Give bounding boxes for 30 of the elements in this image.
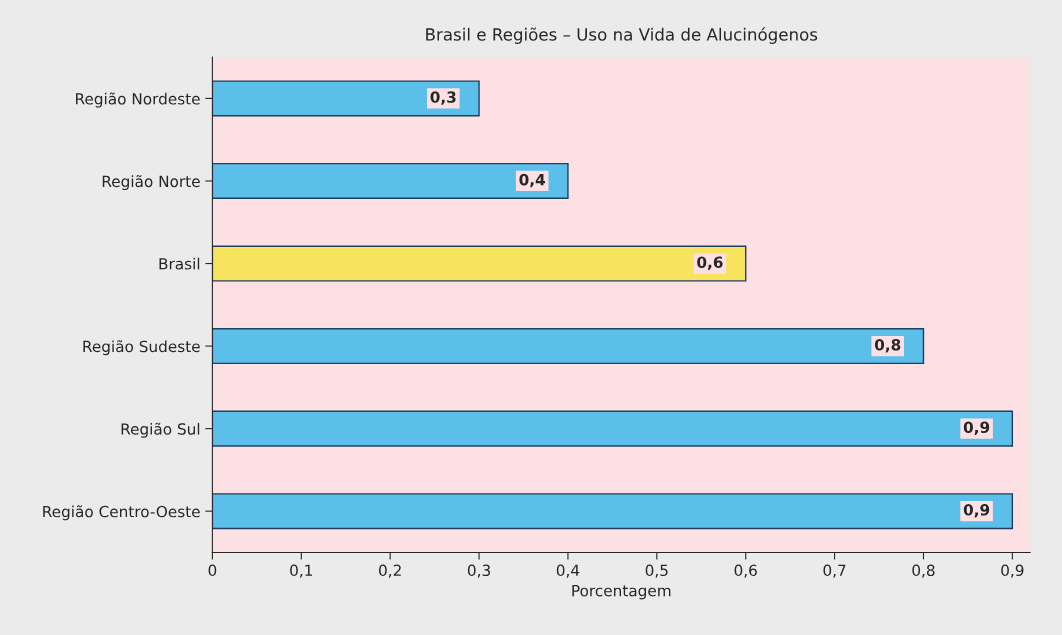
data-label: 0,9 (963, 504, 990, 518)
y-tick-label: Região Nordeste (76, 92, 200, 108)
x-tick-label: 0,1 (290, 564, 313, 578)
x-tick-label: 0,7 (823, 564, 846, 578)
data-label: 0,3 (430, 91, 456, 105)
bar (212, 328, 925, 365)
data-label: 0,4 (519, 173, 546, 188)
bar (212, 245, 747, 282)
y-tick-label: Região Sul (121, 422, 200, 438)
x-axis-title: Porcentagem (572, 585, 671, 600)
y-tick-label: Região Norte (102, 175, 200, 191)
y-tick-label: Região Centro-Oeste (43, 505, 200, 521)
bar (212, 493, 1014, 530)
x-tick-label: 0,8 (912, 564, 935, 578)
x-tick-label: 0,4 (556, 564, 580, 578)
y-tick-label: Brasil (159, 257, 200, 270)
bar (212, 80, 480, 117)
x-tick-label: 0,9 (1001, 564, 1024, 578)
bar (212, 162, 569, 200)
bar (212, 410, 1014, 447)
data-label: 0,9 (963, 421, 990, 436)
chart-title: Brasil e Regiões – Uso na Vida de Alucinógenos (426, 27, 818, 44)
y-tick-label: Região Sudeste (83, 340, 200, 356)
x-tick-label: 0,3 (467, 564, 490, 578)
data-label: 0,8 (874, 338, 901, 353)
data-label: 0,6 (697, 256, 723, 270)
x-tick-label: 0,6 (734, 564, 757, 578)
x-tick-label: 0,2 (379, 564, 401, 578)
x-tick-label: 0,5 (645, 564, 668, 578)
x-tick-label: 0 (208, 564, 217, 577)
